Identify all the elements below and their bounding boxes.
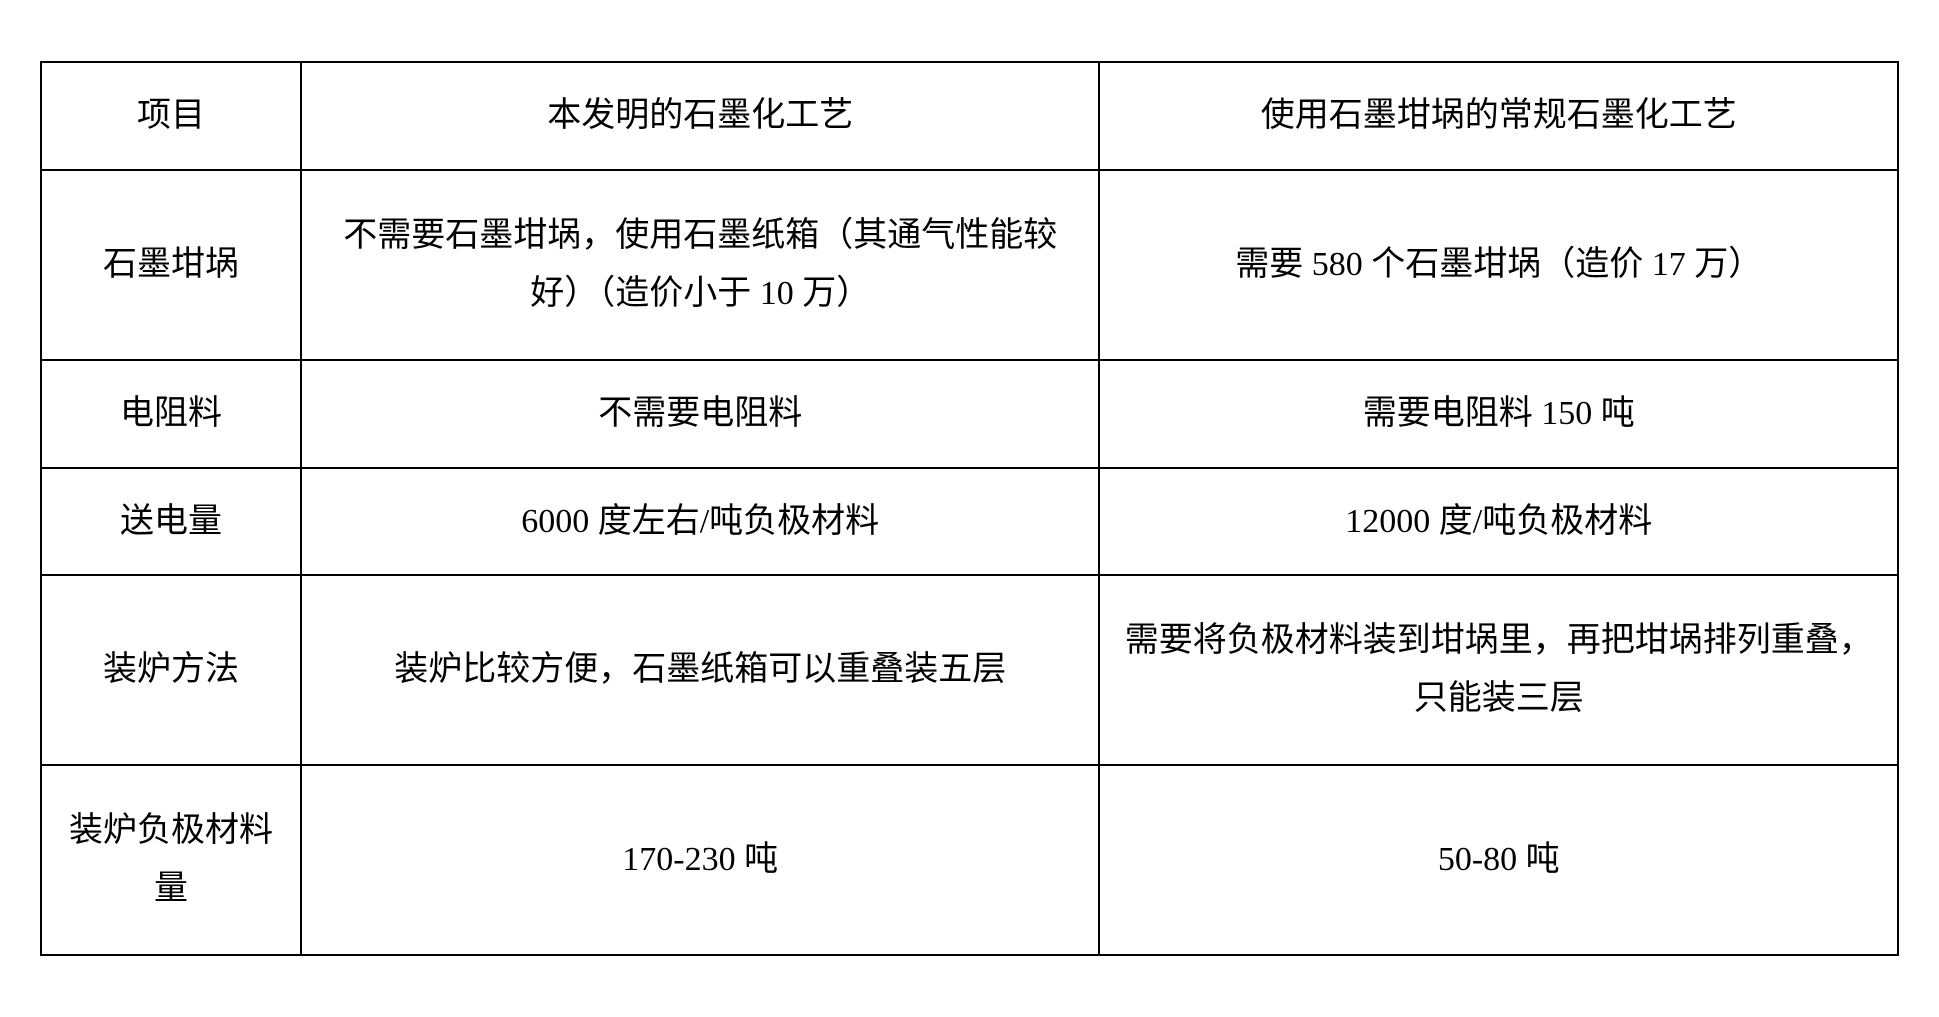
row-label: 装炉负极材料量 <box>41 765 301 955</box>
row-invention-value: 不需要电阻料 <box>301 360 1100 468</box>
table-header-row: 项目 本发明的石墨化工艺 使用石墨坩埚的常规石墨化工艺 <box>41 62 1898 170</box>
row-invention-value: 170-230 吨 <box>301 765 1100 955</box>
row-conventional-value: 需要将负极材料装到坩埚里，再把坩埚排列重叠，只能装三层 <box>1099 575 1898 765</box>
row-conventional-value: 需要 580 个石墨坩埚（造价 17 万） <box>1099 170 1898 360</box>
row-label: 装炉方法 <box>41 575 301 765</box>
row-invention-value: 装炉比较方便，石墨纸箱可以重叠装五层 <box>301 575 1100 765</box>
table-row: 石墨坩埚 不需要石墨坩埚，使用石墨纸箱（其通气性能较好）（造价小于 10 万） … <box>41 170 1898 360</box>
row-conventional-value: 12000 度/吨负极材料 <box>1099 468 1898 576</box>
table-row: 送电量 6000 度左右/吨负极材料 12000 度/吨负极材料 <box>41 468 1898 576</box>
row-label: 送电量 <box>41 468 301 576</box>
table-row: 装炉负极材料量 170-230 吨 50-80 吨 <box>41 765 1898 955</box>
comparison-table: 项目 本发明的石墨化工艺 使用石墨坩埚的常规石墨化工艺 石墨坩埚 不需要石墨坩埚… <box>40 61 1899 955</box>
row-invention-value: 6000 度左右/吨负极材料 <box>301 468 1100 576</box>
row-conventional-value: 需要电阻料 150 吨 <box>1099 360 1898 468</box>
header-invention-label: 本发明的石墨化工艺 <box>301 62 1100 170</box>
row-invention-value: 不需要石墨坩埚，使用石墨纸箱（其通气性能较好）（造价小于 10 万） <box>301 170 1100 360</box>
header-conventional-label: 使用石墨坩埚的常规石墨化工艺 <box>1099 62 1898 170</box>
table-row: 装炉方法 装炉比较方便，石墨纸箱可以重叠装五层 需要将负极材料装到坩埚里，再把坩… <box>41 575 1898 765</box>
header-item-label: 项目 <box>41 62 301 170</box>
table-row: 电阻料 不需要电阻料 需要电阻料 150 吨 <box>41 360 1898 468</box>
row-label: 石墨坩埚 <box>41 170 301 360</box>
row-conventional-value: 50-80 吨 <box>1099 765 1898 955</box>
row-label: 电阻料 <box>41 360 301 468</box>
comparison-table-container: 项目 本发明的石墨化工艺 使用石墨坩埚的常规石墨化工艺 石墨坩埚 不需要石墨坩埚… <box>40 61 1899 955</box>
